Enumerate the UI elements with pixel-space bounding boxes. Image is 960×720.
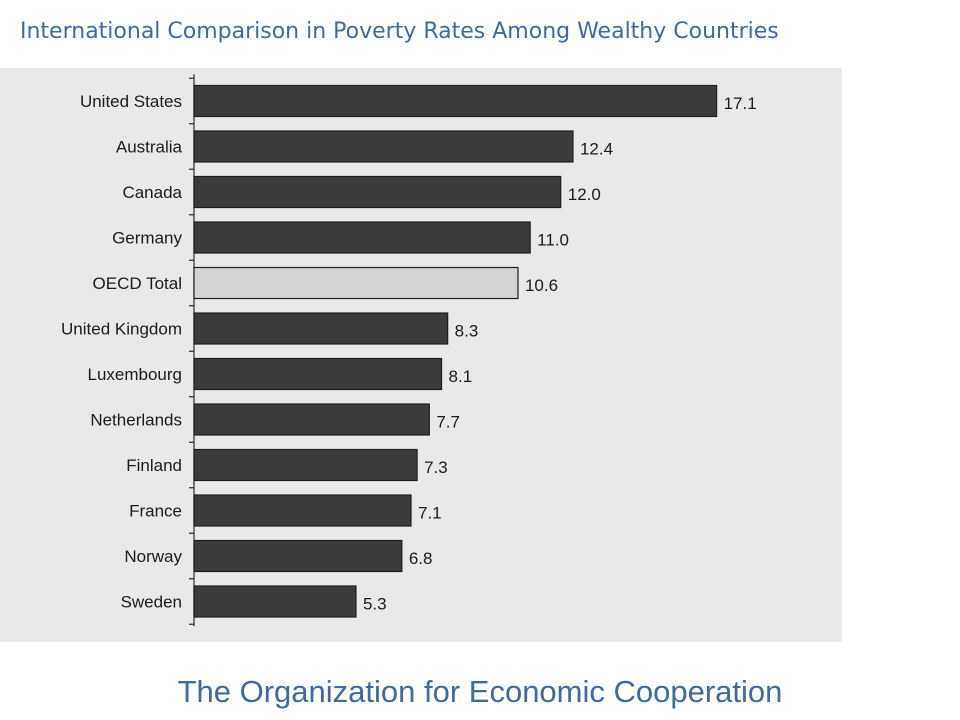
bar-chart: United States 17.1 Australia 12.4 Canada 12.0… (61, 74, 757, 627)
bar-canada (193, 175, 562, 209)
bar-norway (193, 539, 403, 573)
value-label: 17.1 (724, 94, 757, 113)
bar-australia (193, 130, 574, 163)
category-label: United States (80, 92, 182, 111)
slide-title: International Comparison in Poverty Rate… (20, 19, 779, 44)
bar-luxembourg (193, 357, 443, 391)
value-label: 7.3 (424, 458, 448, 477)
chart-panel: United States 17.1 Australia 12.4 Canada 12.0… (0, 68, 842, 642)
bar-finland (193, 448, 418, 482)
bar-germany (193, 221, 531, 254)
bar-france (193, 494, 412, 527)
category-label: Germany (112, 229, 182, 248)
category-label: Canada (122, 183, 182, 202)
value-label: 10.6 (525, 276, 558, 295)
category-label: Netherlands (90, 411, 182, 430)
category-label: Australia (116, 138, 183, 157)
category-label: Norway (124, 547, 182, 566)
value-label: 12.4 (580, 140, 613, 159)
bar-united-states (193, 84, 718, 118)
category-label: Luxembourg (87, 365, 182, 384)
footer-text: The Organization for Economic Cooperatio… (177, 674, 783, 709)
bar-united-kingdom (193, 312, 449, 345)
category-label: Finland (126, 456, 182, 475)
value-label: 7.1 (418, 504, 442, 523)
bar-oecd-total (193, 266, 519, 300)
value-label: 5.3 (363, 595, 387, 614)
category-label: OECD Total (93, 274, 182, 293)
category-label: Sweden (121, 593, 182, 612)
category-label: France (129, 502, 182, 521)
value-label: 8.3 (455, 322, 479, 341)
value-label: 12.0 (568, 185, 601, 204)
bar-sweden (193, 585, 357, 618)
value-label: 8.1 (449, 367, 473, 386)
bar-netherlands (193, 403, 430, 436)
value-label: 7.7 (436, 413, 460, 432)
value-label: 6.8 (409, 549, 433, 568)
category-label: United Kingdom (61, 320, 182, 339)
value-label: 11.0 (537, 231, 569, 250)
